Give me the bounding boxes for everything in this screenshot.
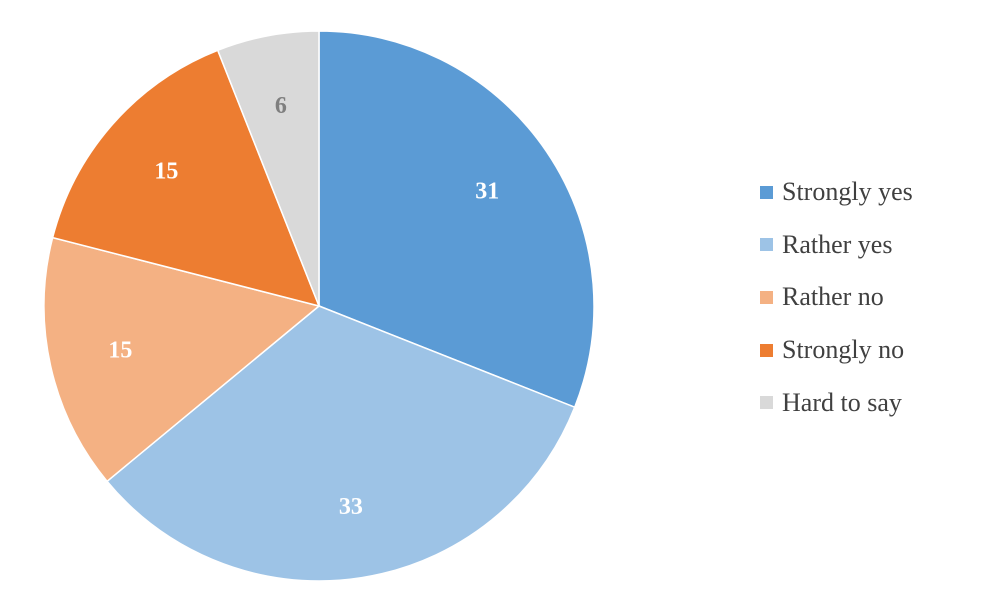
legend-swatch	[760, 343, 773, 357]
data-label-hard-to-say: 6	[275, 93, 287, 119]
legend-item-hard-to-say: Hard to say	[760, 376, 913, 429]
pie-slice-hard-to-say	[216, 30, 320, 307]
chart-legend: Strongly yes Rather yes Rather no Strongly …	[760, 166, 913, 429]
legend-label: Hard to say	[782, 387, 902, 417]
legend-label: Strongly yes	[782, 177, 913, 207]
legend-swatch	[760, 396, 773, 410]
legend-swatch	[760, 238, 773, 252]
data-label-strongly-no: 15	[154, 158, 178, 184]
pie-slice-strongly-no	[51, 49, 321, 308]
legend-swatch	[760, 185, 773, 199]
legend-swatch	[760, 290, 773, 304]
data-label-strongly-yes: 31	[475, 179, 499, 205]
data-label-rather-no: 15	[108, 337, 132, 363]
pie-slice-rather-yes	[106, 305, 576, 582]
data-label-rather-yes: 33	[339, 494, 363, 520]
legend-item-strongly-no: Strongly no	[760, 324, 913, 377]
pie-slice-rather-no	[43, 236, 321, 483]
legend-item-strongly-yes: Strongly yes	[760, 166, 913, 219]
legend-label: Rather yes	[782, 229, 893, 259]
pie-slice-strongly-yes	[318, 30, 595, 409]
legend-item-rather-yes: Rather yes	[760, 219, 913, 272]
legend-label: Rather no	[782, 282, 884, 312]
legend-item-rather-no: Rather no	[760, 271, 913, 324]
legend-label: Strongly no	[782, 335, 905, 365]
